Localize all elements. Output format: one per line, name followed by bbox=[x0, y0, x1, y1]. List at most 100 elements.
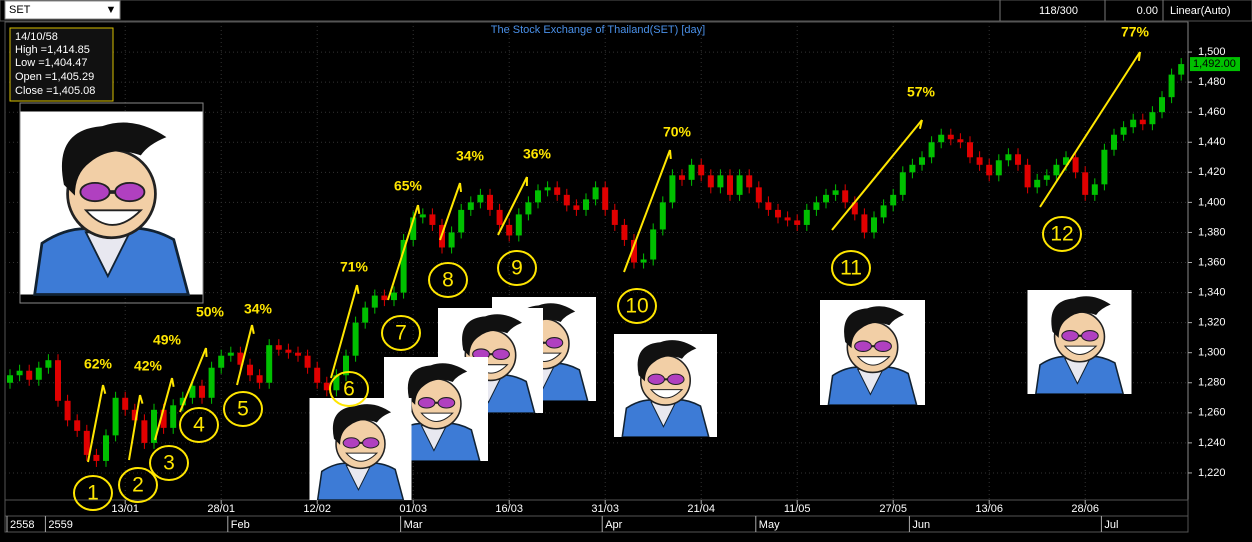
cartoon bbox=[1028, 290, 1132, 394]
candle-body bbox=[1053, 165, 1059, 176]
candle-body bbox=[909, 165, 915, 173]
candle-body bbox=[1140, 120, 1146, 125]
y-tick-label: 1,400 bbox=[1198, 196, 1226, 208]
x-tick-label: 16/03 bbox=[495, 503, 523, 515]
period-label: May bbox=[759, 519, 780, 531]
candle-body bbox=[938, 135, 944, 143]
period-label: Feb bbox=[231, 519, 250, 531]
candle-body bbox=[765, 202, 771, 210]
gain-label: 34% bbox=[244, 301, 273, 317]
candle-body bbox=[55, 360, 61, 401]
symbol: SET bbox=[9, 4, 31, 16]
candle-body bbox=[583, 199, 589, 210]
number-label: 6 bbox=[343, 378, 355, 401]
candle-body bbox=[881, 205, 887, 217]
candle-body bbox=[324, 383, 330, 391]
candle-body bbox=[36, 368, 42, 380]
candle-body bbox=[1130, 120, 1136, 128]
candle-body bbox=[113, 398, 119, 436]
gain-label: 34% bbox=[456, 148, 485, 164]
candle-body bbox=[218, 356, 224, 368]
candle-body bbox=[26, 371, 32, 380]
candle-body bbox=[1005, 154, 1011, 160]
candle-body bbox=[429, 214, 435, 225]
last-price-label: 1,492.00 bbox=[1193, 58, 1236, 70]
candle-body bbox=[986, 165, 992, 176]
x-tick-label: 27/05 bbox=[879, 503, 907, 515]
change: 0.00 bbox=[1137, 5, 1158, 17]
candle-body bbox=[804, 210, 810, 225]
y-tick-label: 1,480 bbox=[1198, 76, 1226, 88]
candle-body bbox=[74, 420, 80, 431]
candle-body bbox=[957, 139, 963, 142]
candle-body bbox=[449, 232, 455, 247]
x-tick-label: 28/06 bbox=[1071, 503, 1099, 515]
number-label: 10 bbox=[625, 295, 648, 318]
gain-label: 50% bbox=[196, 304, 225, 320]
candle-body bbox=[1044, 175, 1050, 180]
info-line: Close =1,405.08 bbox=[15, 85, 95, 97]
x-tick-label: 11/05 bbox=[784, 503, 811, 515]
number-label: 11 bbox=[840, 257, 862, 280]
x-tick-label: 12/02 bbox=[303, 503, 331, 515]
candle-body bbox=[977, 157, 983, 165]
candle-body bbox=[737, 175, 743, 195]
candle-body bbox=[948, 135, 954, 140]
x-tick-label: 13/01 bbox=[111, 503, 139, 515]
candle-body bbox=[122, 398, 128, 410]
arrow-head bbox=[1139, 52, 1140, 61]
candle-body bbox=[996, 160, 1002, 175]
candle-body bbox=[813, 202, 819, 210]
candle-body bbox=[1111, 135, 1117, 150]
number-label: 9 bbox=[511, 257, 523, 280]
period-label: Mar bbox=[404, 519, 423, 531]
candle-body bbox=[84, 431, 90, 455]
candle-body bbox=[871, 217, 877, 232]
y-tick-label: 1,500 bbox=[1198, 46, 1226, 58]
y-tick-label: 1,220 bbox=[1198, 467, 1226, 479]
period-label: Jul bbox=[1104, 519, 1118, 531]
candle-body bbox=[602, 187, 608, 210]
candle-body bbox=[314, 368, 320, 383]
candle-body bbox=[929, 142, 935, 157]
candle-body bbox=[391, 293, 397, 301]
y-tick-label: 1,240 bbox=[1198, 437, 1226, 449]
candle-body bbox=[1178, 64, 1184, 75]
info-line: Open =1,405.29 bbox=[15, 71, 94, 83]
candle-body bbox=[487, 195, 493, 210]
candle-body bbox=[833, 190, 839, 195]
scale-mode[interactable]: Linear(Auto) bbox=[1170, 5, 1231, 17]
dropdown-arrow: ▼ bbox=[106, 4, 117, 16]
candle-body bbox=[823, 195, 829, 203]
candle-body bbox=[17, 371, 23, 376]
candle-body bbox=[1159, 97, 1165, 112]
candle-body bbox=[1092, 184, 1098, 195]
number-label: 5 bbox=[237, 398, 249, 421]
candle-body bbox=[468, 202, 474, 210]
number-label: 4 bbox=[193, 414, 205, 437]
candle-body bbox=[919, 157, 925, 165]
candle-body bbox=[785, 217, 791, 220]
cartoon bbox=[820, 300, 925, 405]
candle-body bbox=[775, 210, 781, 218]
candle-body bbox=[861, 214, 867, 232]
info-line: High =1,414.85 bbox=[15, 44, 90, 56]
candle-body bbox=[458, 210, 464, 233]
candle-body bbox=[900, 172, 906, 195]
candle-body bbox=[756, 187, 762, 202]
period-label: 2559 bbox=[48, 519, 72, 531]
candle-body bbox=[228, 353, 234, 356]
number-label: 12 bbox=[1050, 223, 1073, 246]
chart-title: The Stock Exchange of Thailand(SET) [day… bbox=[491, 24, 705, 36]
y-tick-label: 1,360 bbox=[1198, 256, 1226, 268]
candle-body bbox=[276, 345, 282, 350]
candle-body bbox=[698, 165, 704, 176]
gain-label: 57% bbox=[907, 84, 936, 100]
candle-body bbox=[1169, 75, 1175, 98]
arrow-head bbox=[460, 183, 461, 192]
y-tick-label: 1,460 bbox=[1198, 106, 1226, 118]
x-tick-label: 13/06 bbox=[975, 503, 1003, 515]
candle-body bbox=[1082, 172, 1088, 195]
candle-body bbox=[650, 229, 656, 259]
y-tick-label: 1,420 bbox=[1198, 166, 1226, 178]
